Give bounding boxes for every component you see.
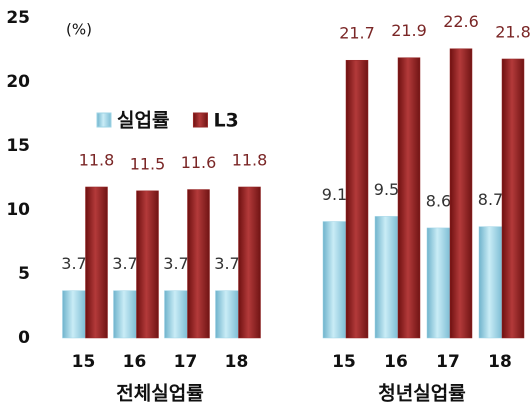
x-tick-label: 16 (384, 352, 408, 372)
x-tick-label: 15 (72, 352, 96, 372)
bar (345, 59, 369, 339)
x-tick-label: 17 (174, 352, 198, 372)
bar (113, 290, 137, 339)
value-label: 3.7 (61, 254, 86, 273)
legend-swatch (192, 112, 208, 128)
value-label: 9.5 (374, 180, 399, 199)
value-label: 8.7 (478, 190, 503, 209)
legend-label: L3 (213, 110, 238, 132)
legend-swatch (96, 112, 112, 128)
y-tick-label: 0 (18, 328, 30, 348)
legend-label: 실업률 (117, 110, 169, 132)
value-label: 21.8 (495, 22, 530, 41)
y-tick-label: 10 (6, 200, 30, 220)
y-axis-label: (%) (66, 21, 92, 39)
y-tick-label: 25 (6, 8, 30, 28)
value-label: 11.5 (130, 154, 166, 173)
value-label: 21.9 (391, 21, 427, 40)
bar (85, 186, 108, 339)
value-label: 11.6 (181, 153, 217, 172)
bar (215, 290, 239, 339)
bar (478, 226, 503, 339)
value-label: 3.7 (214, 254, 239, 273)
bar (397, 57, 421, 339)
value-label: 22.6 (443, 12, 479, 31)
value-label: 21.7 (339, 24, 375, 43)
bar (449, 48, 473, 339)
value-label: 3.7 (112, 254, 137, 273)
x-tick-label: 15 (332, 352, 356, 372)
bar (238, 186, 261, 339)
y-tick-label: 20 (6, 72, 30, 92)
bar (62, 290, 86, 339)
value-label: 11.8 (79, 150, 115, 169)
value-label: 3.7 (163, 254, 188, 273)
value-label: 8.6 (426, 191, 451, 210)
bar (322, 221, 347, 339)
y-tick-label: 15 (6, 136, 30, 156)
value-label: 9.1 (322, 185, 347, 204)
bar (501, 58, 525, 339)
bar (164, 290, 188, 339)
x-tick-label: 18 (488, 352, 512, 372)
y-tick-label: 5 (18, 264, 30, 284)
bar (374, 216, 399, 339)
group-label: 청년실업률 (378, 383, 465, 405)
x-tick-label: 16 (123, 352, 147, 372)
bar (136, 190, 159, 339)
x-tick-label: 17 (436, 352, 460, 372)
x-tick-label: 18 (225, 352, 249, 372)
bar (426, 227, 451, 339)
group-label: 전체실업률 (116, 383, 203, 405)
value-label: 11.8 (232, 150, 268, 169)
bar (187, 189, 210, 339)
